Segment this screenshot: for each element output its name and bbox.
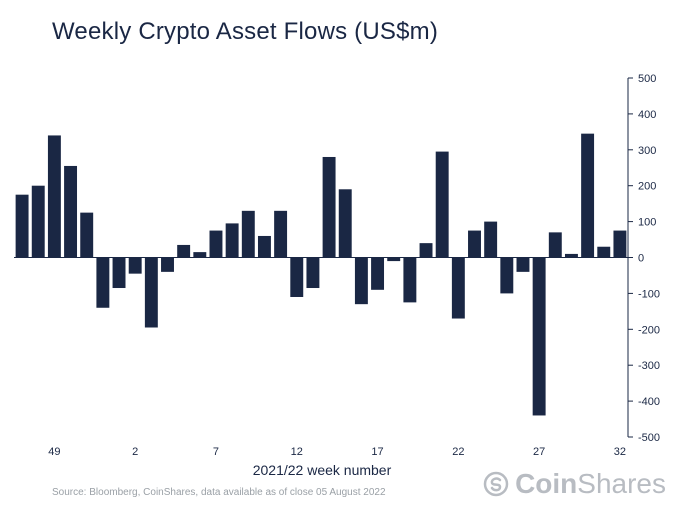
bar-week-31 — [597, 246, 611, 258]
bar-week-48 — [31, 185, 45, 258]
bar-week-12 — [290, 257, 304, 297]
bar-week-4 — [161, 257, 174, 272]
bar-week-52 — [96, 257, 110, 308]
bar-week-11 — [274, 210, 288, 258]
bar-week-3 — [144, 257, 158, 328]
bar-week-5 — [177, 244, 191, 258]
x-tick-label-22: 22 — [452, 446, 464, 458]
bar-week-25 — [500, 257, 514, 294]
x-tick-label-49: 49 — [48, 446, 60, 458]
bar-week-28 — [548, 232, 562, 258]
y-tick-label-300: 300 — [638, 145, 656, 157]
bar-week-49 — [47, 135, 61, 258]
bar-week-51 — [80, 212, 94, 258]
bar-week-7 — [209, 230, 223, 258]
y-tick-label-500: 500 — [638, 73, 656, 85]
y-tick-label--300: -300 — [638, 360, 660, 372]
bar-week-2 — [128, 257, 142, 274]
bar-week-47 — [15, 194, 29, 258]
x-tick-label-17: 17 — [371, 446, 383, 458]
y-tick-label--100: -100 — [638, 288, 660, 300]
bar-week-6 — [193, 252, 207, 258]
x-tick-label-12: 12 — [291, 446, 303, 458]
x-tick-label-32: 32 — [614, 446, 626, 458]
bar-week-29 — [564, 253, 578, 258]
bar-week-50 — [64, 165, 78, 258]
y-tick-label--500: -500 — [638, 432, 660, 444]
logo-text-coin: Coin — [515, 468, 578, 499]
bar-week-19 — [403, 257, 417, 303]
chart-title: Weekly Crypto Asset Flows (US$m) — [52, 18, 439, 45]
bar-week-21 — [435, 151, 449, 258]
y-tick-label-200: 200 — [638, 181, 656, 193]
bar-week-14 — [322, 156, 336, 258]
coinshares-logo-icon — [483, 471, 509, 497]
y-tick-label-400: 400 — [638, 109, 656, 121]
bar-week-24 — [484, 221, 498, 258]
source-note: Source: Bloomberg, CoinShares, data avai… — [52, 487, 386, 498]
y-tick-label--200: -200 — [638, 324, 660, 336]
bar-week-30 — [581, 133, 595, 258]
bar-week-1 — [112, 257, 126, 289]
x-tick-label-27: 27 — [533, 446, 545, 458]
y-tick-label-0: 0 — [638, 253, 644, 265]
bar-week-23 — [468, 230, 481, 258]
bar-week-27 — [532, 257, 546, 416]
bar-week-17 — [371, 257, 385, 290]
bar-week-22 — [451, 257, 465, 319]
bar-week-20 — [419, 243, 433, 258]
y-tick-label-100: 100 — [638, 217, 656, 229]
y-tick-label--400: -400 — [638, 396, 660, 408]
bar-week-26 — [516, 257, 530, 272]
bar-week-15 — [338, 189, 352, 258]
coinshares-logo: CoinShares — [483, 468, 666, 500]
bar-week-32 — [613, 230, 627, 258]
logo-text-shares: Shares — [577, 468, 666, 499]
x-tick-label-2: 2 — [132, 446, 138, 458]
bar-week-13 — [306, 257, 320, 289]
bar-week-10 — [257, 235, 271, 258]
bar-week-9 — [241, 210, 255, 258]
x-tick-label-7: 7 — [213, 446, 219, 458]
bar-week-16 — [354, 257, 368, 305]
bar-week-18 — [387, 257, 401, 262]
bar-week-8 — [225, 223, 239, 258]
x-axis-label: 2021/22 week number — [253, 462, 392, 478]
